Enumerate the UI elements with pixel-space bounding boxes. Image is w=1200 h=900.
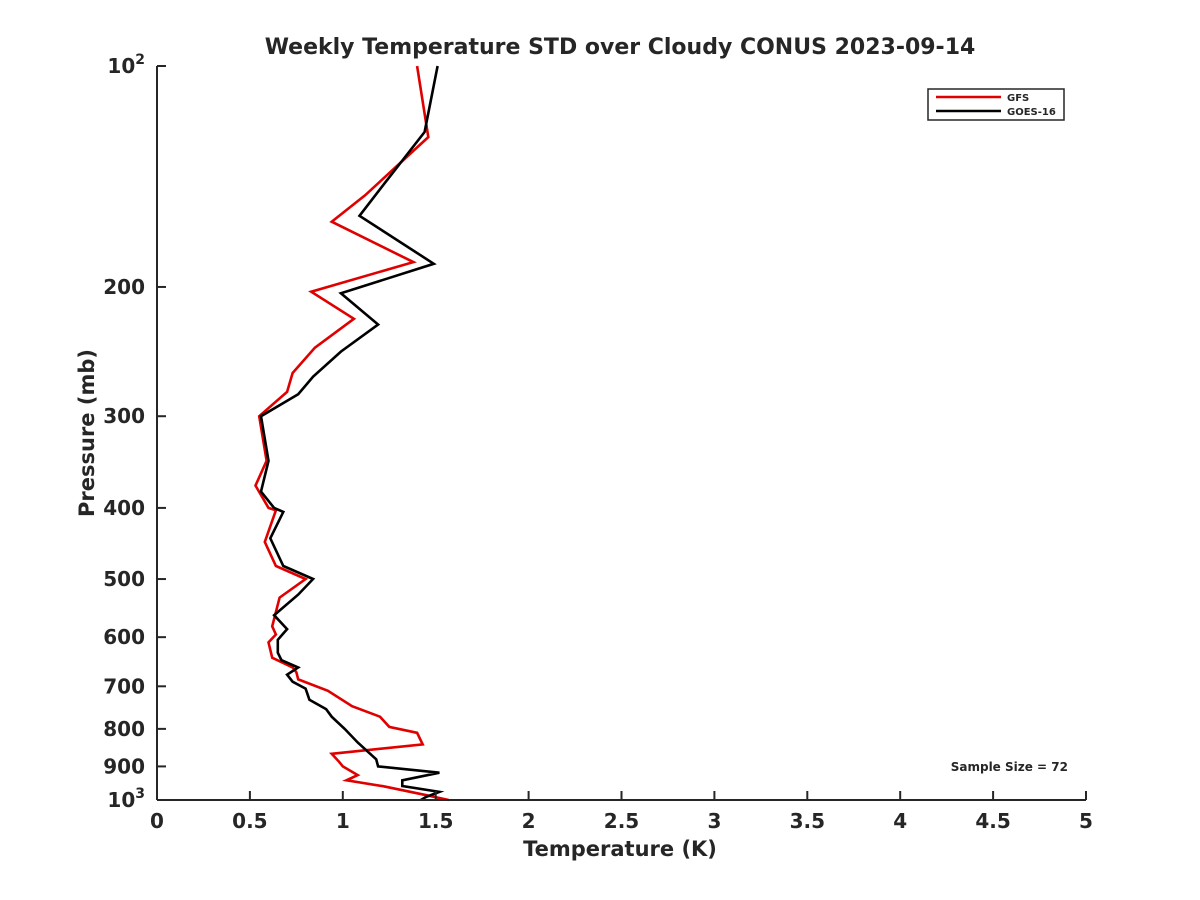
legend: GFS GOES-16: [927, 88, 1065, 121]
y-tick-label: 102: [107, 52, 145, 78]
y-axis-label: Pressure (mb): [75, 349, 99, 517]
x-tick-label: 0.5: [232, 809, 267, 833]
series-layer: [254, 65, 449, 802]
legend-box: [927, 88, 1065, 121]
x-tick-label: 2.5: [604, 809, 639, 833]
x-ticks: 0 0.5 1 1.5 2 2.5 3 3.5 4 4.5 5: [150, 791, 1093, 833]
legend-label-goes16: GOES-16: [1007, 107, 1056, 118]
y-tick-label: 600: [103, 625, 145, 649]
y-tick-label: 900: [103, 754, 145, 778]
x-tick-label: 3: [707, 809, 721, 833]
sample-size-annotation: Sample Size = 72: [951, 760, 1068, 774]
x-tick-label: 1: [336, 809, 350, 833]
y-tick-label: 200: [103, 275, 145, 299]
x-tick-label: 4: [893, 809, 907, 833]
y-tick-label: 700: [103, 674, 145, 698]
y-tick-label: 400: [103, 496, 145, 520]
y-tick-label: 300: [103, 404, 145, 428]
series-line-goes16: [259, 65, 445, 802]
x-tick-label: 0: [150, 809, 164, 833]
x-tick-label: 3.5: [790, 809, 825, 833]
y-tick-label: 500: [103, 567, 145, 591]
y-ticks: 102 200 300 400 500 600 700 800 900 103: [103, 52, 166, 812]
x-axis-label: Temperature (K): [523, 837, 717, 861]
x-tick-label: 1.5: [418, 809, 453, 833]
x-tick-label: 2: [522, 809, 536, 833]
y-tick-label: 103: [107, 786, 145, 812]
x-tick-label: 4.5: [975, 809, 1010, 833]
legend-label-gfs: GFS: [1007, 93, 1029, 104]
series-line-gfs: [254, 65, 449, 802]
x-tick-label: 5: [1079, 809, 1093, 833]
chart-title: Weekly Temperature STD over Cloudy CONUS…: [265, 35, 976, 60]
y-tick-label: 800: [103, 717, 145, 741]
